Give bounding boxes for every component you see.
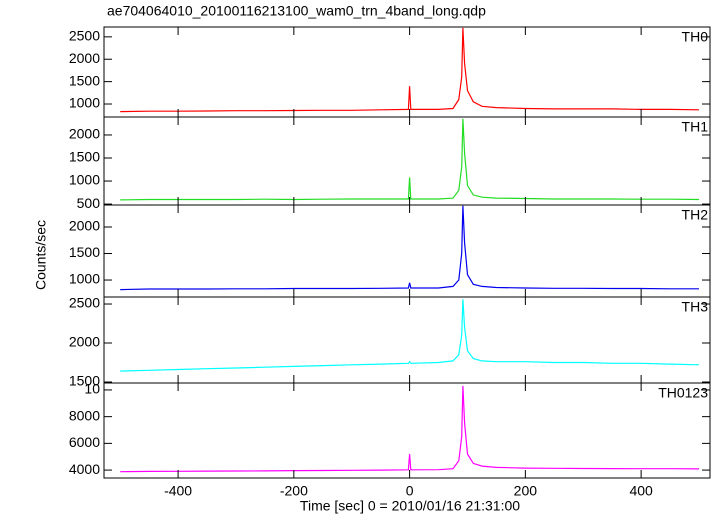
x-tick-label: 0 [406, 483, 414, 499]
data-line [120, 205, 699, 291]
panel-label: TH2 [682, 207, 709, 223]
y-tick-label: 4000 [69, 461, 100, 477]
panel-label: TH3 [682, 299, 709, 315]
panel-label: TH1 [682, 119, 709, 135]
y-tick-label: 1000 [69, 271, 100, 287]
y-tick-label: 1500 [69, 149, 100, 165]
y-tick-label: 2000 [69, 126, 100, 142]
panel-label: TH0 [682, 29, 709, 45]
y-tick-label: 500 [77, 195, 101, 211]
y-tick-label: 1500 [69, 373, 100, 389]
y-tick-label: 10 [84, 381, 100, 397]
panel-frame [103, 116, 711, 206]
data-line [120, 118, 700, 201]
panel-label: TH0123 [658, 385, 708, 401]
y-tick-label: 8000 [69, 407, 100, 423]
data-line [120, 27, 700, 113]
x-tick-label: -200 [280, 483, 308, 499]
y-tick-label: 1000 [69, 95, 100, 111]
x-tick-label: 200 [514, 483, 538, 499]
data-line [120, 299, 700, 372]
y-tick-label: 1000 [69, 172, 100, 188]
y-tick-label: 2000 [69, 334, 100, 350]
panel-frame [103, 296, 711, 384]
panel-frame [103, 382, 711, 479]
panel-frame [103, 26, 711, 118]
y-tick-label: 2500 [69, 295, 100, 311]
y-tick-label: 2000 [69, 50, 100, 66]
y-tick-label: 2500 [69, 28, 100, 44]
y-tick-label: 2000 [69, 218, 100, 234]
x-axis-label: Time [sec] 0 = 2010/01/16 21:31:00 [300, 498, 520, 514]
y-tick-label: 6000 [69, 434, 100, 450]
panel-frame [103, 204, 711, 298]
x-tick-label: 400 [629, 483, 653, 499]
y-axis-label: Counts/sec [33, 220, 49, 290]
data-line [120, 385, 700, 473]
y-tick-label: 1500 [69, 244, 100, 260]
chart-title: ae704064010_20100116213100_wam0_trn_4ban… [107, 3, 486, 19]
x-tick-label: -400 [164, 483, 192, 499]
y-tick-label: 1500 [69, 72, 100, 88]
